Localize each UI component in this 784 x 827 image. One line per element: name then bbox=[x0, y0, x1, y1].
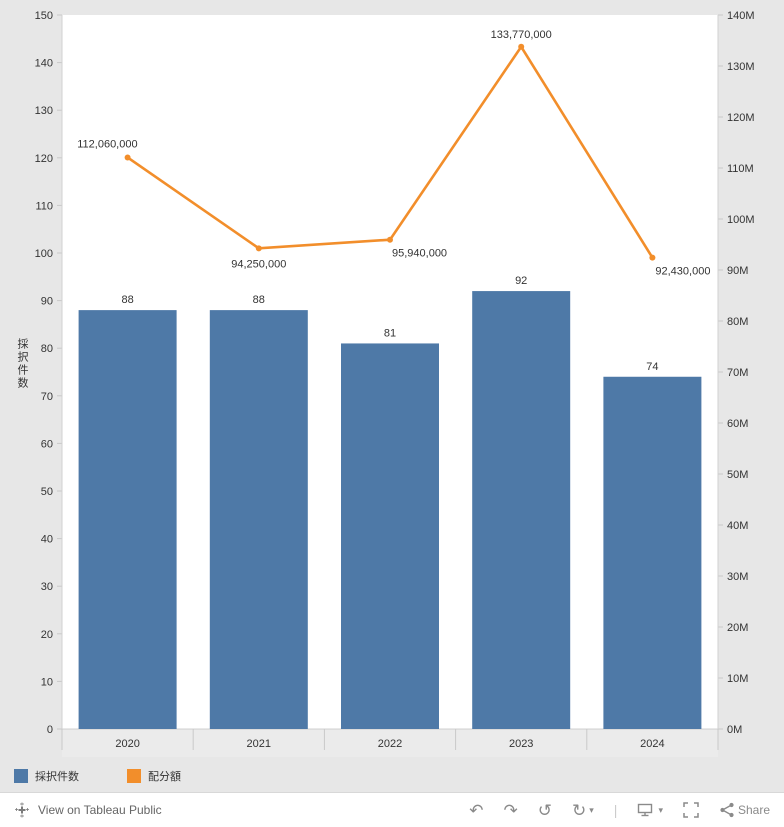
bar[interactable] bbox=[341, 343, 439, 729]
line-value-label: 133,770,000 bbox=[491, 29, 552, 41]
share-icon bbox=[720, 802, 734, 818]
x-axis-tick-label: 2022 bbox=[378, 738, 402, 750]
share-label: Share bbox=[737, 803, 770, 817]
display-options-icon[interactable]: ▾ bbox=[637, 802, 663, 818]
legend-label-bar-series: 採択件数 bbox=[35, 771, 79, 783]
left-axis-title: 採択件数 bbox=[16, 338, 28, 390]
line-point[interactable] bbox=[387, 236, 393, 243]
left-axis-tick-label: 10 bbox=[41, 676, 53, 688]
right-axis-tick-label: 30M bbox=[727, 571, 748, 583]
left-axis-tick-label: 130 bbox=[35, 105, 53, 117]
line-value-label: 112,060,000 bbox=[77, 138, 137, 150]
bar-value-label: 81 bbox=[384, 327, 396, 339]
right-axis-tick-label: 110M bbox=[727, 163, 754, 175]
caret-down-icon: ▾ bbox=[658, 804, 663, 815]
right-axis-tick-label: 120M bbox=[727, 112, 755, 124]
chart-canvas: 0 10 20 30 40 50 60 70 80 90 100 110 120 130 140 150 0M 1… bbox=[34, 10, 755, 757]
right-axis-tick-label: 60M bbox=[727, 418, 748, 430]
refresh-icon[interactable]: ↻ ▾ bbox=[572, 802, 594, 819]
right-axis-tick-label: 10M bbox=[727, 673, 748, 685]
bar[interactable] bbox=[603, 376, 702, 729]
line-value-label: 95,940,000 bbox=[392, 248, 447, 260]
toolbar-left-group: View on Tableau Public bbox=[14, 802, 162, 818]
bar[interactable] bbox=[209, 310, 308, 729]
fullscreen-icon[interactable] bbox=[683, 802, 699, 818]
line-point[interactable] bbox=[255, 245, 262, 252]
left-axis-tick-label: 20 bbox=[41, 629, 53, 641]
right-axis-tick-label: 130M bbox=[727, 61, 755, 73]
left-axis-tick-label: 60 bbox=[41, 438, 53, 450]
line-point[interactable] bbox=[124, 154, 131, 161]
left-axis-tick-label: 140 bbox=[35, 58, 53, 70]
view-on-tableau-public-link[interactable]: View on Tableau Public bbox=[38, 803, 162, 817]
right-axis-tick-label: 20M bbox=[727, 622, 748, 634]
right-axis-tick-label: 100M bbox=[727, 214, 755, 226]
line-value-label: 92,430,000 bbox=[655, 266, 710, 278]
left-axis-tick-label: 30 bbox=[41, 581, 53, 593]
line-point[interactable] bbox=[518, 43, 525, 50]
left-axis-tick-label: 50 bbox=[41, 486, 53, 498]
bar[interactable] bbox=[78, 310, 177, 729]
combo-chart: 採択件数 0 10 20 30 40 50 60 70 80 90 100 110 120 130 140 1… bbox=[16, 10, 755, 757]
bar-value-label: 88 bbox=[121, 294, 133, 306]
x-axis-band bbox=[62, 730, 718, 757]
x-axis-tick-label: 2024 bbox=[640, 738, 664, 750]
toolbar-right-group: ↶ ↷ ↺ ↻ ▾ | ▾ bbox=[469, 802, 770, 819]
line-value-label: 94,250,000 bbox=[231, 258, 286, 270]
bar[interactable] bbox=[472, 291, 571, 729]
bar-value-label: 88 bbox=[253, 294, 265, 306]
chart-legend: 採択件数 配分額 bbox=[0, 760, 784, 792]
refresh-glyph: ↻ bbox=[572, 800, 587, 820]
monitor-icon bbox=[638, 803, 653, 817]
redo-icon[interactable]: ↷ bbox=[503, 800, 518, 820]
left-axis-tick-label: 80 bbox=[41, 343, 53, 355]
right-axis-tick-label: 140M bbox=[727, 10, 755, 22]
x-axis-tick-label: 2023 bbox=[509, 738, 533, 750]
bar-value-label: 92 bbox=[515, 275, 527, 287]
legend-item-line-series[interactable]: 配分額 bbox=[127, 768, 181, 784]
left-axis-tick-label: 110 bbox=[35, 200, 53, 212]
left-axis-tick-label: 0 bbox=[47, 724, 53, 736]
tableau-logo-icon[interactable] bbox=[14, 802, 30, 818]
tableau-toolbar: View on Tableau Public ↶ ↷ ↺ ↻ ▾ | ▾ bbox=[0, 792, 784, 827]
legend-item-bar-series[interactable]: 採択件数 bbox=[14, 768, 79, 784]
share-button[interactable]: Share bbox=[719, 802, 770, 818]
undo-icon[interactable]: ↶ bbox=[469, 800, 484, 820]
bar-series-swatch-icon bbox=[14, 769, 28, 783]
left-axis-tick-label: 150 bbox=[35, 10, 53, 22]
line-series-swatch-icon bbox=[127, 769, 141, 783]
right-axis-tick-label: 70M bbox=[727, 367, 748, 379]
left-axis-tick-label: 40 bbox=[41, 534, 53, 546]
left-axis-tick-label: 70 bbox=[41, 391, 53, 403]
x-axis-tick-label: 2021 bbox=[247, 738, 271, 750]
right-axis-tick-label: 40M bbox=[727, 520, 748, 532]
x-axis-tick-label: 2020 bbox=[115, 738, 139, 750]
right-axis-tick-label: 80M bbox=[727, 316, 748, 328]
legend-label-line-series: 配分額 bbox=[148, 771, 181, 783]
left-axis-tick-label: 90 bbox=[41, 296, 53, 308]
right-axis-tick-label: 0M bbox=[727, 724, 742, 736]
toolbar-separator: | bbox=[613, 802, 618, 818]
revert-icon[interactable]: ↺ bbox=[537, 800, 553, 820]
bar-value-label: 74 bbox=[646, 361, 658, 373]
right-axis-tick-label: 50M bbox=[727, 469, 748, 481]
left-axis-tick-label: 120 bbox=[35, 153, 53, 165]
line-point[interactable] bbox=[649, 254, 656, 261]
right-axis-tick-label: 90M bbox=[727, 265, 748, 277]
left-axis-tick-label: 100 bbox=[35, 248, 53, 260]
caret-down-icon: ▾ bbox=[589, 804, 594, 815]
